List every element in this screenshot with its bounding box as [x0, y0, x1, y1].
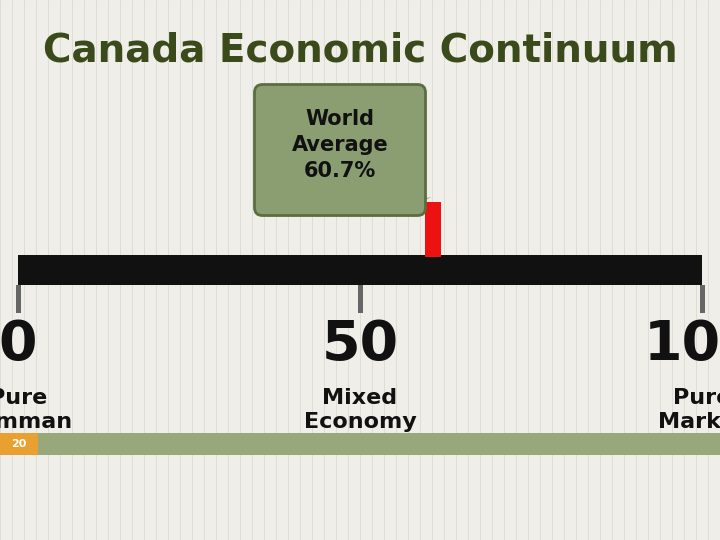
FancyBboxPatch shape [16, 285, 20, 313]
FancyBboxPatch shape [254, 84, 426, 215]
Text: Pure
Market: Pure Market [658, 388, 720, 433]
Text: 0: 0 [0, 318, 37, 372]
FancyBboxPatch shape [0, 433, 38, 455]
Text: 50: 50 [321, 318, 399, 372]
FancyBboxPatch shape [35, 433, 720, 455]
Text: Canada Economic Continuum: Canada Economic Continuum [42, 31, 678, 69]
FancyBboxPatch shape [358, 285, 362, 313]
Text: World
Average
60.7%: World Average 60.7% [292, 109, 388, 181]
Text: Mixed
Economy: Mixed Economy [304, 388, 416, 433]
Text: 100: 100 [644, 318, 720, 372]
Text: 20: 20 [12, 439, 27, 449]
FancyBboxPatch shape [426, 202, 441, 257]
Polygon shape [350, 197, 431, 215]
FancyBboxPatch shape [18, 255, 702, 285]
Text: Pure
Comman: Pure Comman [0, 388, 73, 433]
FancyBboxPatch shape [700, 285, 704, 313]
